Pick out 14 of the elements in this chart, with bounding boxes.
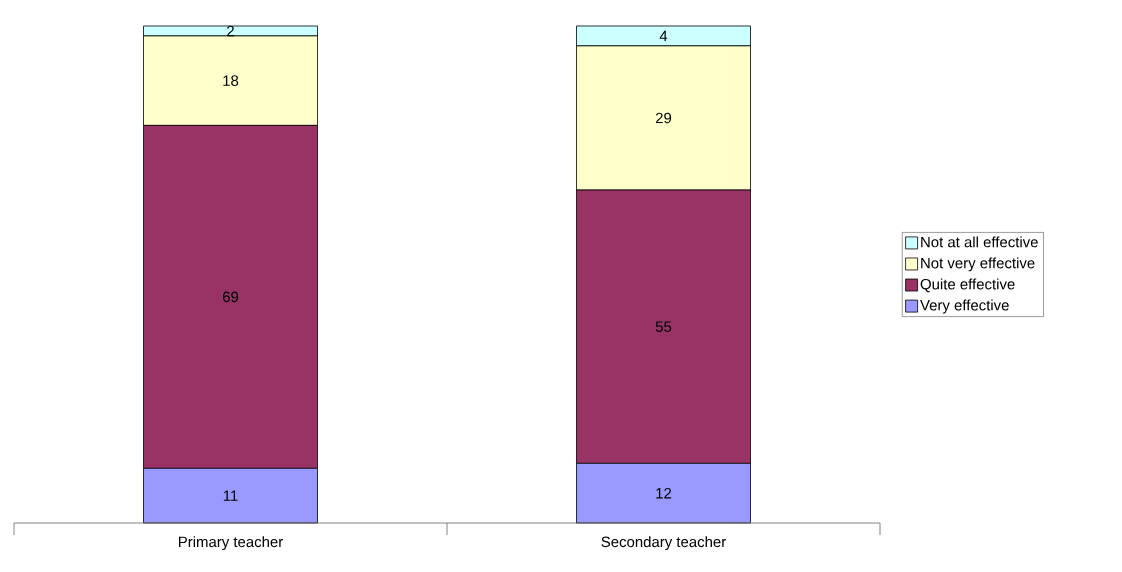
legend-label: Not at all effective [921, 236, 1038, 248]
data-label: 18 [223, 75, 239, 86]
x-tick-label: Primary teacher [178, 536, 283, 551]
data-label: 11 [223, 490, 238, 501]
data-label: 29 [655, 112, 672, 124]
data-label: 4 [659, 30, 668, 42]
data-label: 12 [656, 487, 672, 499]
legend-label: Very effective [920, 299, 1009, 314]
legend-label: Not very effective [921, 257, 1035, 272]
data-label: 55 [655, 321, 672, 332]
data-label: 69 [222, 291, 239, 303]
legend-label: Quite effective [920, 278, 1015, 293]
x-tick-label: Secondary teacher [601, 536, 726, 551]
data-label: 2 [227, 25, 234, 37]
